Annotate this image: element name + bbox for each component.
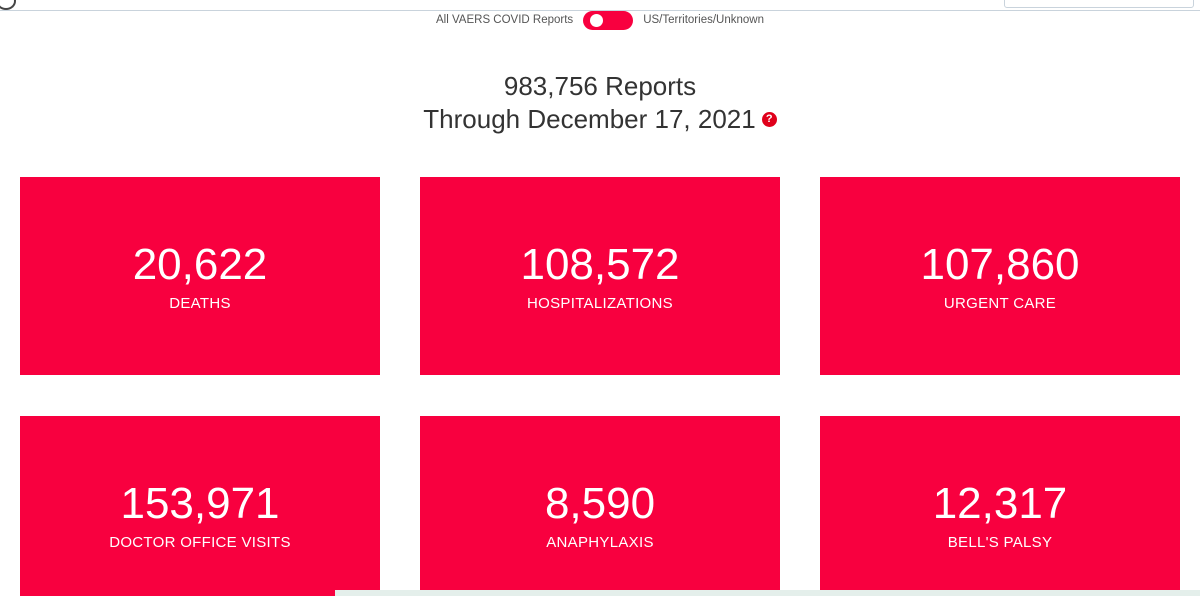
report-date-range: Through December 17, 2021? xyxy=(0,103,1200,136)
report-through-date: Through December 17, 2021 xyxy=(423,104,756,134)
stat-card-value: 153,971 xyxy=(120,479,280,528)
report-summary-headline: 983,756 Reports Through December 17, 202… xyxy=(0,70,1200,136)
stat-card-value: 20,622 xyxy=(132,240,268,289)
help-icon[interactable]: ? xyxy=(761,111,777,127)
report-count: 983,756 Reports xyxy=(503,71,697,101)
stat-card-deaths[interactable]: 20,622 DEATHS xyxy=(20,177,380,375)
stat-card-value: 8,590 xyxy=(544,479,656,528)
stat-card-urgent-care[interactable]: 107,860 URGENT CARE xyxy=(820,177,1180,375)
stat-card-bells-palsy[interactable]: 12,317 BELL'S PALSY xyxy=(820,416,1180,596)
stat-card-value: 107,860 xyxy=(920,240,1080,289)
stat-card-label: DEATHS xyxy=(169,295,231,312)
toggle-label-all-reports: All VAERS COVID Reports xyxy=(436,14,574,26)
report-scope-toggle[interactable] xyxy=(583,10,634,30)
stat-card-label: HOSPITALIZATIONS xyxy=(527,295,673,312)
stat-card-value: 12,317 xyxy=(932,479,1068,528)
stat-card-label: BELL'S PALSY xyxy=(947,534,1053,551)
stat-card-doctor-office-visits[interactable]: 153,971 DOCTOR OFFICE VISITS xyxy=(20,416,380,596)
stat-card-label: URGENT CARE xyxy=(943,295,1057,312)
stat-card-hospitalizations[interactable]: 108,572 HOSPITALIZATIONS xyxy=(420,177,780,375)
stat-card-anaphylaxis[interactable]: 8,590 ANAPHYLAXIS xyxy=(420,416,780,596)
stat-card-label: ANAPHYLAXIS xyxy=(546,534,654,551)
report-scope-toggle-row: All VAERS COVID Reports US/Territories/U… xyxy=(0,10,1200,30)
stat-card-label: DOCTOR OFFICE VISITS xyxy=(109,534,291,551)
bottom-divider xyxy=(335,590,1200,596)
toggle-knob[interactable] xyxy=(590,13,604,27)
toggle-label-us-territories: US/Territories/Unknown xyxy=(643,14,764,26)
logo-icon[interactable] xyxy=(0,0,16,10)
stat-card-value: 108,572 xyxy=(520,240,680,289)
search-input[interactable] xyxy=(1004,0,1194,8)
